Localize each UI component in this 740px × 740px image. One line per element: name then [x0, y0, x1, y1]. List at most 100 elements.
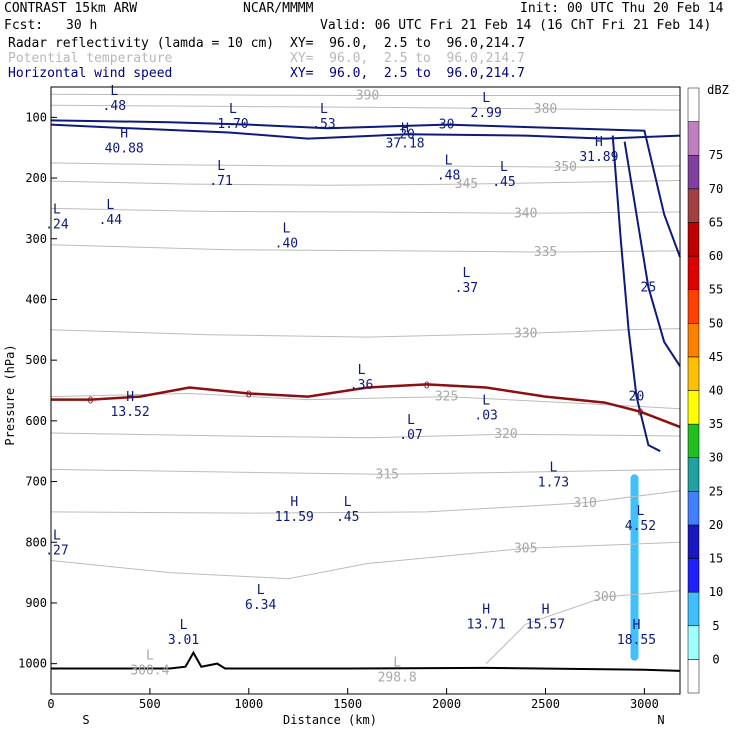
extremum-value: 2.99	[471, 106, 502, 121]
plot-frame	[50, 86, 681, 695]
extremum-value: 40.88	[105, 141, 144, 156]
colorbar-tick-label: 40	[709, 384, 723, 398]
extremum-type: H	[482, 602, 490, 617]
extremum-type: L	[407, 413, 415, 428]
colorbar-tick-label: 50	[709, 316, 723, 330]
colorbar-tick-label: 35	[709, 417, 723, 431]
colorbar-swatch	[687, 323, 700, 358]
colorbar-swatch	[687, 558, 700, 593]
y-tick-label: 900	[25, 596, 47, 610]
endpoint-right: N	[657, 713, 664, 727]
colorbar-swatch	[687, 390, 700, 425]
terrain-layer	[51, 650, 681, 672]
theta-contour	[50, 432, 681, 439]
extremum-value: 1.73	[538, 475, 569, 490]
extremum-type: H	[595, 135, 603, 150]
extremum-value: 11.59	[275, 510, 314, 525]
extremum-type: L	[257, 583, 265, 598]
model-title: CONTRAST 15km ARW	[4, 1, 138, 16]
colorbar-tick-label: 30	[709, 451, 723, 465]
wind-contour-label: 30	[439, 118, 455, 133]
theta-contour-label: 320	[494, 427, 517, 442]
theta-contour-label: 300	[593, 590, 616, 605]
extremum-value: 31.89	[579, 150, 618, 165]
extremum-type: L	[482, 91, 490, 106]
field-xy-theta: XY= 96.0, 2.5 to 96.0,214.7	[290, 51, 525, 66]
theta-contour	[50, 93, 680, 96]
extremum-value: .40	[275, 237, 298, 252]
wind-contour-label: 20	[399, 127, 415, 142]
colorbar-swatch	[687, 87, 700, 122]
colorbar-tick-label: 10	[709, 585, 723, 599]
wind-contour-label: 25	[641, 280, 657, 295]
colorbar-tick-label: 0	[712, 652, 719, 666]
theta-contour-label: 305	[514, 541, 537, 556]
extremum-type: L	[637, 504, 645, 519]
extremum-type: L	[106, 198, 114, 213]
fcst-value: 30 h	[66, 18, 98, 33]
colorbar-swatch	[687, 255, 700, 290]
theta-contour-label: 310	[573, 496, 596, 511]
colorbar-swatch	[687, 154, 700, 190]
colorbar-swatch	[687, 289, 700, 324]
extremum-value: .24	[45, 217, 69, 232]
freezing-level-label: 0	[424, 380, 430, 391]
field-name-reflectivity: Radar reflectivity (lamda = 10 cm)	[8, 36, 275, 51]
x-tick-label: 500	[139, 697, 161, 711]
colorbar-swatch	[687, 625, 700, 660]
extremum-value: .48	[437, 169, 460, 184]
y-tick-label: 400	[25, 292, 47, 306]
extremum-type: L	[482, 393, 490, 408]
colorbar-tick-label: 45	[709, 350, 723, 364]
theta-contour-label: 335	[534, 245, 557, 260]
extremum-value: .36	[350, 378, 373, 393]
theta-contour-label: 380	[534, 102, 557, 117]
y-tick-label: 1000	[18, 657, 47, 671]
extremum-value: .07	[399, 428, 422, 443]
field-name-theta: Potential temperature	[8, 51, 173, 66]
extremum-type: L	[500, 160, 508, 175]
extremum-value: 6.34	[245, 598, 276, 613]
colorbar-swatch	[687, 356, 700, 391]
colorbar-swatch	[687, 121, 700, 156]
theta-extremum-type: L	[393, 656, 401, 671]
theta-contour-label: 325	[435, 390, 458, 405]
colorbar-tick-label: 75	[709, 148, 723, 162]
colorbar-swatch	[687, 222, 700, 257]
y-tick-label: 500	[25, 353, 47, 367]
center-title: NCAR/MMMM	[243, 1, 314, 16]
colorbar-tick-label: 55	[709, 283, 723, 297]
extremum-value: .71	[209, 174, 232, 189]
theta-contour	[50, 207, 681, 214]
extremum-value: .27	[45, 543, 68, 558]
wind-contour-label: 20	[629, 390, 645, 405]
theta-contour	[50, 162, 681, 168]
y-tick-label: 600	[25, 414, 47, 428]
theta-contour-label: 340	[514, 206, 537, 221]
y-axis-label: Pressure (hPa)	[3, 344, 17, 445]
reflectivity-echo	[630, 474, 639, 661]
theta-contour	[50, 244, 681, 253]
extremum-value: .37	[455, 281, 478, 296]
extremum-type: L	[320, 102, 328, 117]
theta-extremum-value: 300.4	[130, 663, 169, 678]
extremum-type: H	[290, 495, 298, 510]
theta-contour	[50, 328, 681, 338]
theta-extremum-type: L	[146, 648, 154, 663]
theta-contour-label: 330	[514, 326, 537, 341]
extremum-value: .45	[492, 175, 515, 190]
extremum-value: 1.70	[217, 117, 248, 132]
colorbar-swatch	[687, 491, 700, 526]
x-tick-label: 2500	[531, 697, 560, 711]
colorbar-swatch	[687, 659, 700, 694]
freezing-level-label: 0	[246, 390, 252, 401]
extremum-value: 15.57	[526, 617, 565, 632]
colorbar-tick-label: 15	[709, 552, 723, 566]
wind-contour	[50, 123, 681, 140]
wind-contours-layer: 20 30 25 20	[50, 118, 681, 453]
extremum-value: .53	[312, 117, 335, 132]
extremum-type: L	[445, 154, 453, 169]
extremum-value: .44	[99, 213, 123, 228]
